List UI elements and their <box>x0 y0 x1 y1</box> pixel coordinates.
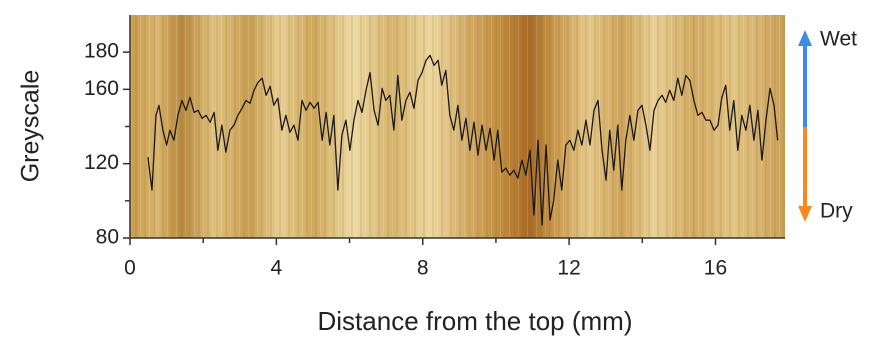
x-tick-label: 0 <box>124 257 136 280</box>
wet-label: Wet <box>820 28 857 51</box>
wet-arrow-head <box>798 30 812 46</box>
background-grain <box>130 15 785 238</box>
y-tick-label: 160 <box>84 77 119 100</box>
data-line <box>147 54 779 226</box>
x-tick-label: 4 <box>271 257 283 280</box>
dry-label: Dry <box>820 200 853 223</box>
y-tick-label: 120 <box>84 151 119 174</box>
x-tick-label: 8 <box>417 257 429 280</box>
y-tick-label: 80 <box>96 226 119 249</box>
dry-arrow-head <box>798 206 812 222</box>
y-axis-label: Greyscale <box>17 70 45 183</box>
y-tick-label: 180 <box>84 40 119 63</box>
x-axis-label: Distance from the top (mm) <box>318 306 633 336</box>
x-tick-label: 16 <box>704 257 727 280</box>
x-tick-label: 12 <box>557 257 580 280</box>
